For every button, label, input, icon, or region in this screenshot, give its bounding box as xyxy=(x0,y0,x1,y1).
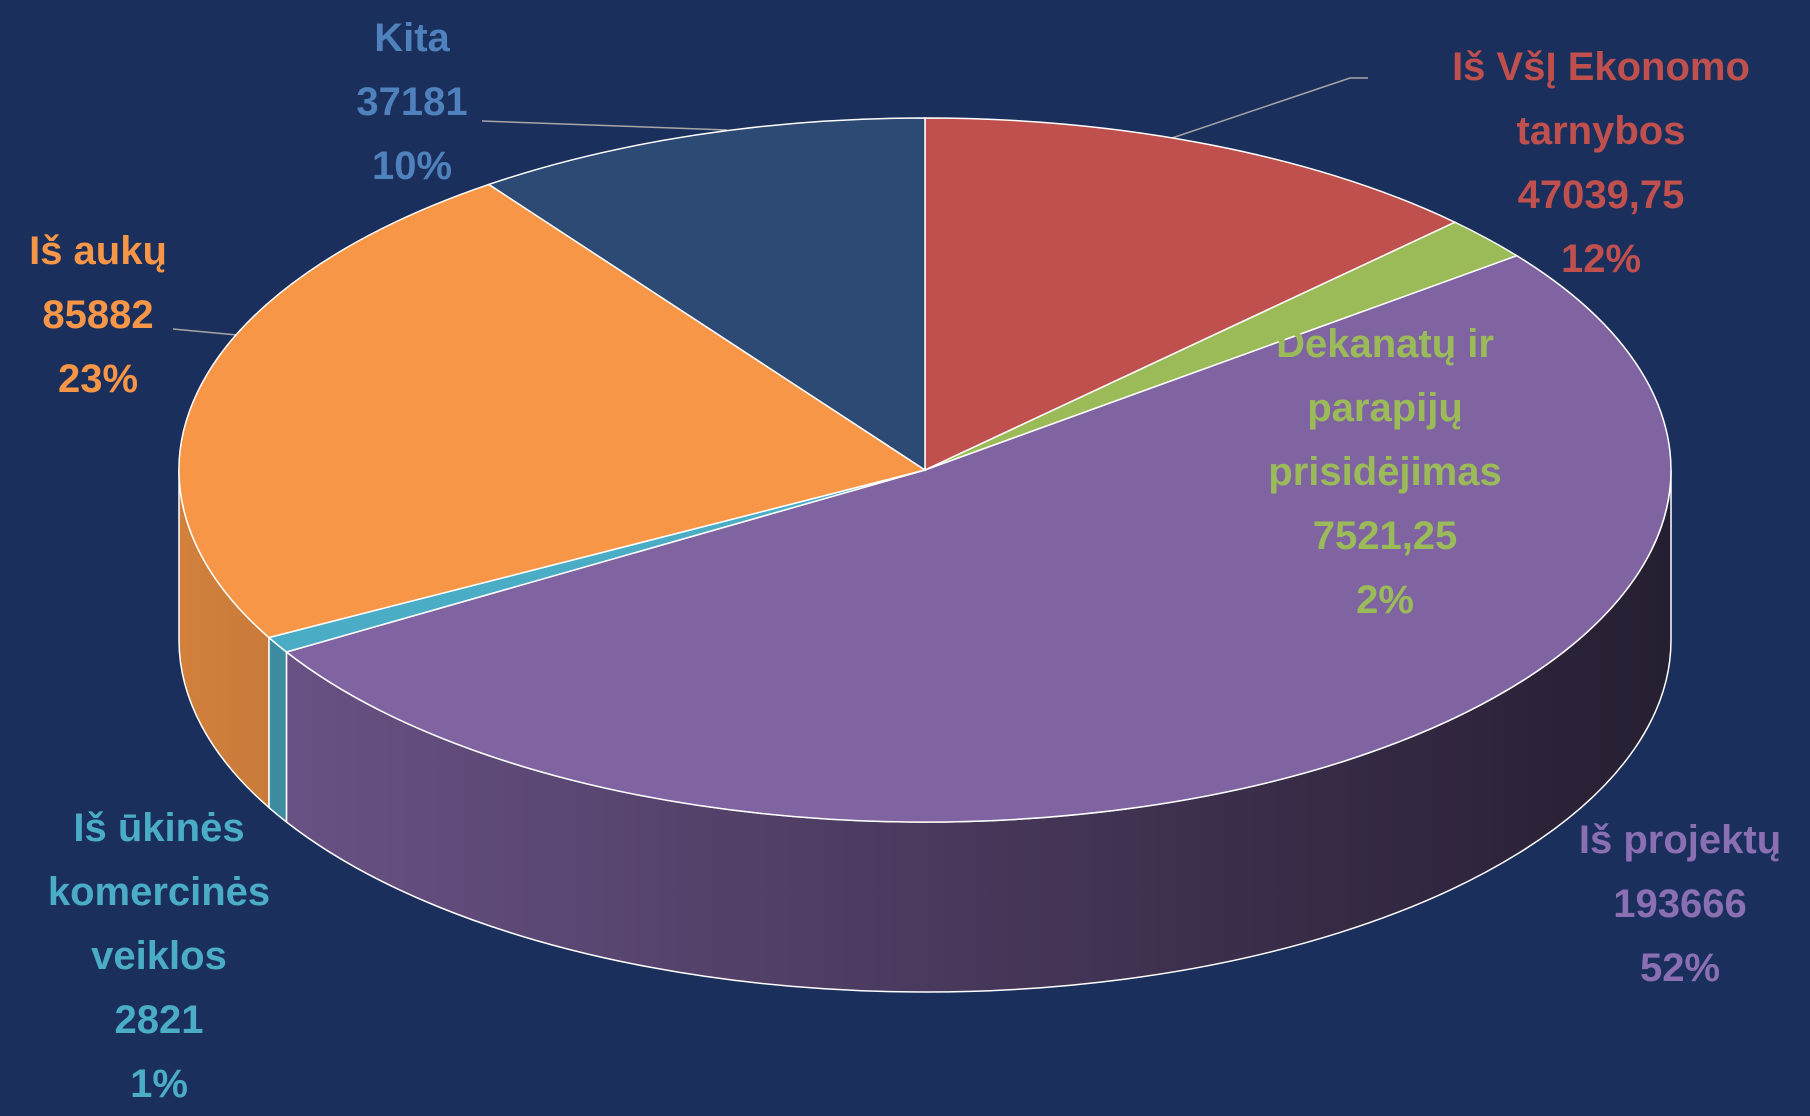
percent-label: 2% xyxy=(1356,578,1414,622)
category-label: Kita xyxy=(374,16,450,60)
data-label: Iš VšĮ Ekonomo tarnybos 47039,75 12% xyxy=(1411,35,1791,291)
slice xyxy=(284,254,1672,823)
percent-label: 12% xyxy=(1560,237,1642,281)
value-label: 47039,75 xyxy=(1517,173,1685,217)
percent-label: 52% xyxy=(1639,946,1721,990)
data-label: Iš aukų 85882 23% xyxy=(0,219,203,411)
percent-label: 1% xyxy=(130,1062,188,1106)
pie-tops xyxy=(178,117,1672,823)
data-label: Iš projektų 193666 52% xyxy=(1470,808,1810,1000)
value-label: 37181 xyxy=(356,80,468,124)
slice xyxy=(924,117,1457,472)
category-label: Iš VšĮ Ekonomo tarnybos xyxy=(1452,45,1750,153)
value-label: 193666 xyxy=(1613,882,1747,926)
category-label: Iš projektų xyxy=(1578,818,1782,862)
percent-label: 23% xyxy=(57,357,139,401)
slice-side xyxy=(268,635,288,824)
category-label: Iš aukų xyxy=(29,229,167,273)
percent-label: 10% xyxy=(371,144,453,188)
leader-line xyxy=(481,120,728,131)
category-label: Dekanatų ir parapijų prisidėjimas xyxy=(1268,322,1502,494)
leader-line xyxy=(1171,77,1368,139)
slice xyxy=(178,183,927,639)
pie-sides xyxy=(178,469,1672,993)
value-label: 7521,25 xyxy=(1312,514,1458,558)
slice xyxy=(487,117,926,472)
value-label: 2821 xyxy=(114,998,204,1042)
data-label: Kita 37181 10% xyxy=(307,6,517,198)
data-label: Iš ūkinės komercinės veiklos 2821 1% xyxy=(24,796,294,1116)
value-label: 85882 xyxy=(42,293,154,337)
leader-line xyxy=(172,328,238,336)
data-label: Dekanatų ir parapijų prisidėjimas 7521,25… xyxy=(1240,312,1530,632)
category-label: Iš ūkinės komercinės veiklos xyxy=(47,806,271,978)
